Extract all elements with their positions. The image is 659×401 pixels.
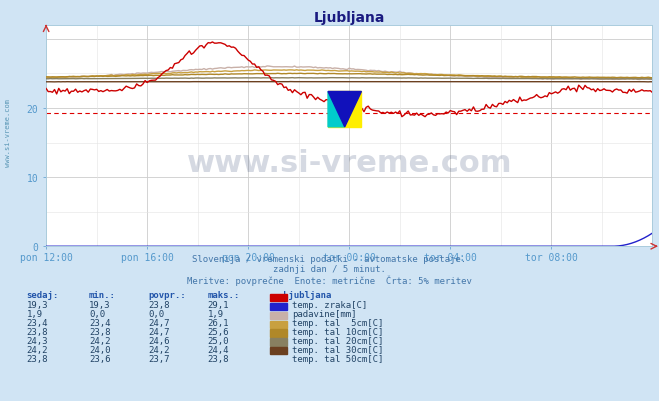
- Text: 24,4: 24,4: [208, 345, 229, 354]
- Text: www.si-vreme.com: www.si-vreme.com: [5, 98, 11, 166]
- Text: 29,1: 29,1: [208, 301, 229, 310]
- Text: 23,6: 23,6: [89, 354, 111, 363]
- Text: temp. tal 30cm[C]: temp. tal 30cm[C]: [292, 345, 384, 354]
- Text: 23,7: 23,7: [148, 354, 170, 363]
- Text: Ljubljana: Ljubljana: [283, 291, 331, 300]
- Text: 23,8: 23,8: [208, 354, 229, 363]
- Text: 1,9: 1,9: [26, 310, 42, 318]
- Text: 25,0: 25,0: [208, 336, 229, 345]
- Text: temp. zraka[C]: temp. zraka[C]: [292, 301, 367, 310]
- Polygon shape: [328, 92, 361, 128]
- Text: 24,6: 24,6: [148, 336, 170, 345]
- Text: 24,2: 24,2: [26, 345, 48, 354]
- Text: Slovenija / vremenski podatki - avtomatske postaje.: Slovenija / vremenski podatki - avtomats…: [192, 255, 467, 263]
- Title: Ljubljana: Ljubljana: [314, 11, 385, 25]
- Polygon shape: [328, 92, 345, 128]
- Text: Meritve: povprečne  Enote: metrične  Črta: 5% meritev: Meritve: povprečne Enote: metrične Črta:…: [187, 275, 472, 285]
- Text: min.:: min.:: [89, 291, 116, 300]
- Text: 23,4: 23,4: [26, 318, 48, 327]
- Text: 0,0: 0,0: [148, 310, 164, 318]
- Text: sedaj:: sedaj:: [26, 291, 59, 300]
- Text: maks.:: maks.:: [208, 291, 240, 300]
- Text: 23,8: 23,8: [89, 327, 111, 336]
- Text: temp. tal 20cm[C]: temp. tal 20cm[C]: [292, 336, 384, 345]
- Bar: [328, 92, 361, 128]
- Text: 26,1: 26,1: [208, 318, 229, 327]
- Text: zadnji dan / 5 minut.: zadnji dan / 5 minut.: [273, 265, 386, 273]
- Text: temp. tal 50cm[C]: temp. tal 50cm[C]: [292, 354, 384, 363]
- Text: www.si-vreme.com: www.si-vreme.com: [186, 148, 512, 177]
- Text: padavine[mm]: padavine[mm]: [292, 310, 357, 318]
- Text: 24,2: 24,2: [148, 345, 170, 354]
- Text: 23,8: 23,8: [148, 301, 170, 310]
- Text: 23,4: 23,4: [89, 318, 111, 327]
- Text: 24,2: 24,2: [89, 336, 111, 345]
- Text: 24,0: 24,0: [89, 345, 111, 354]
- Text: temp. tal 10cm[C]: temp. tal 10cm[C]: [292, 327, 384, 336]
- Text: 23,8: 23,8: [26, 327, 48, 336]
- Text: 24,7: 24,7: [148, 327, 170, 336]
- Text: 24,7: 24,7: [148, 318, 170, 327]
- Text: 25,6: 25,6: [208, 327, 229, 336]
- Text: 1,9: 1,9: [208, 310, 223, 318]
- Text: 0,0: 0,0: [89, 310, 105, 318]
- Text: povpr.:: povpr.:: [148, 291, 186, 300]
- Text: 19,3: 19,3: [26, 301, 48, 310]
- Text: 23,8: 23,8: [26, 354, 48, 363]
- Text: 24,3: 24,3: [26, 336, 48, 345]
- Text: 19,3: 19,3: [89, 301, 111, 310]
- Text: temp. tal  5cm[C]: temp. tal 5cm[C]: [292, 318, 384, 327]
